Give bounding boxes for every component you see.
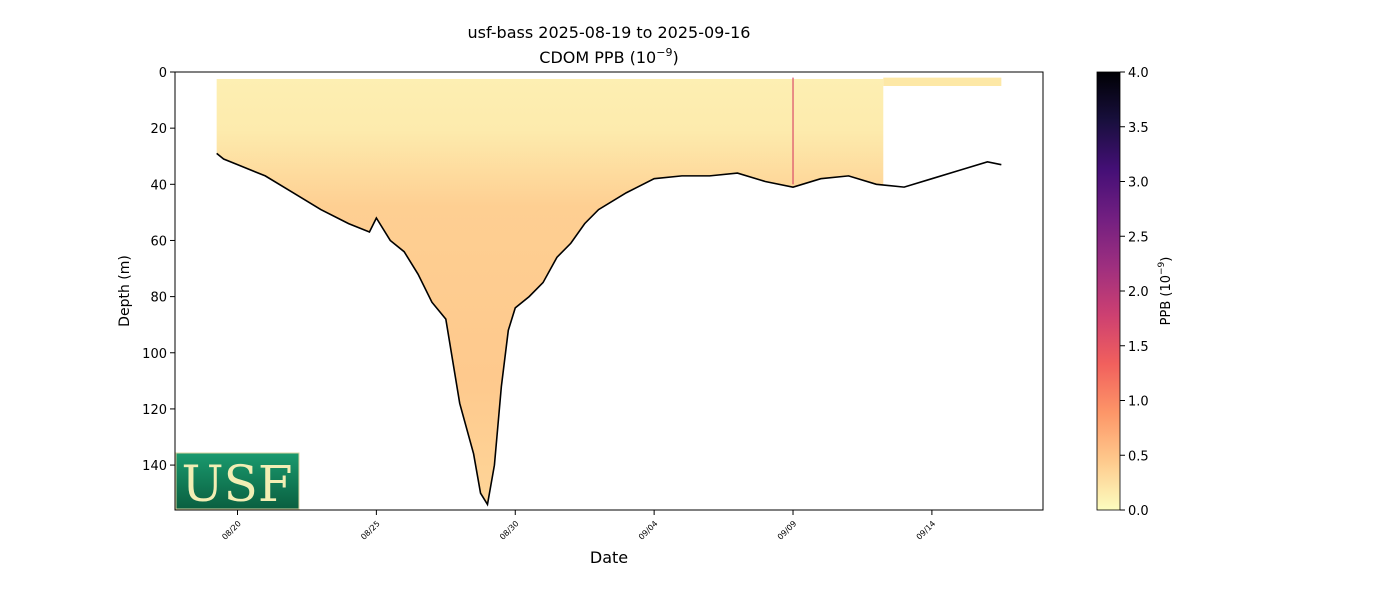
x-tick-label: 09/04 [637,519,660,542]
y-tick-label: 20 [150,122,167,137]
y-tick-label: 60 [150,234,167,249]
colorbar-label: PPB (10−9) [1157,257,1174,326]
y-tick-label: 40 [150,178,167,193]
y-axis: 0 20 40 60 80 100 120 140 [142,66,175,474]
colorbar-tick-label: 3.5 [1128,121,1149,136]
chart-title: usf-bass 2025-08-19 to 2025-09-16 [468,23,751,42]
cdom-data-field [216,79,884,505]
x-tick-label: 08/25 [359,519,382,542]
y-tick-label: 100 [142,347,167,362]
x-axis-label: Date [590,548,628,567]
colorbar-tick-label: 2.5 [1128,230,1149,245]
chart-subtitle: CDOM PPB (10−9) [539,46,678,67]
x-tick-label: 08/20 [220,519,243,542]
y-tick-label: 0 [159,66,167,81]
x-tick-label: 09/14 [915,519,938,542]
colorbar-tick-label: 2.0 [1128,285,1149,300]
colorbar-tick-label: 0.5 [1128,449,1149,464]
y-axis-label: Depth (m) [117,255,133,327]
bottom-profile [216,152,1002,507]
y-tick-label: 80 [150,291,167,306]
usf-logo: USF [175,452,300,513]
colorbar [1096,71,1121,511]
colorbar-tick-label: 0.0 [1128,504,1149,519]
plot-frame [174,71,1044,511]
surface-only-band [883,77,1002,87]
colorbar-tick-label: 4.0 [1128,66,1149,81]
x-axis: 08/20 08/25 08/30 09/04 09/09 09/14 [220,510,937,542]
colorbar-tick-label: 3.0 [1128,176,1149,191]
plot-area [216,77,1002,507]
x-tick-label: 09/09 [776,519,799,542]
colorbar-axis: 0.0 0.5 1.0 1.5 2.0 2.5 3.0 3.5 4.0 [1120,66,1149,519]
x-tick-label: 08/30 [498,519,521,542]
y-tick-label: 140 [142,459,167,474]
colorbar-tick-label: 1.5 [1128,340,1149,355]
y-tick-label: 120 [142,403,167,418]
logo-text: USF [181,455,292,513]
colorbar-tick-label: 1.0 [1128,395,1149,410]
